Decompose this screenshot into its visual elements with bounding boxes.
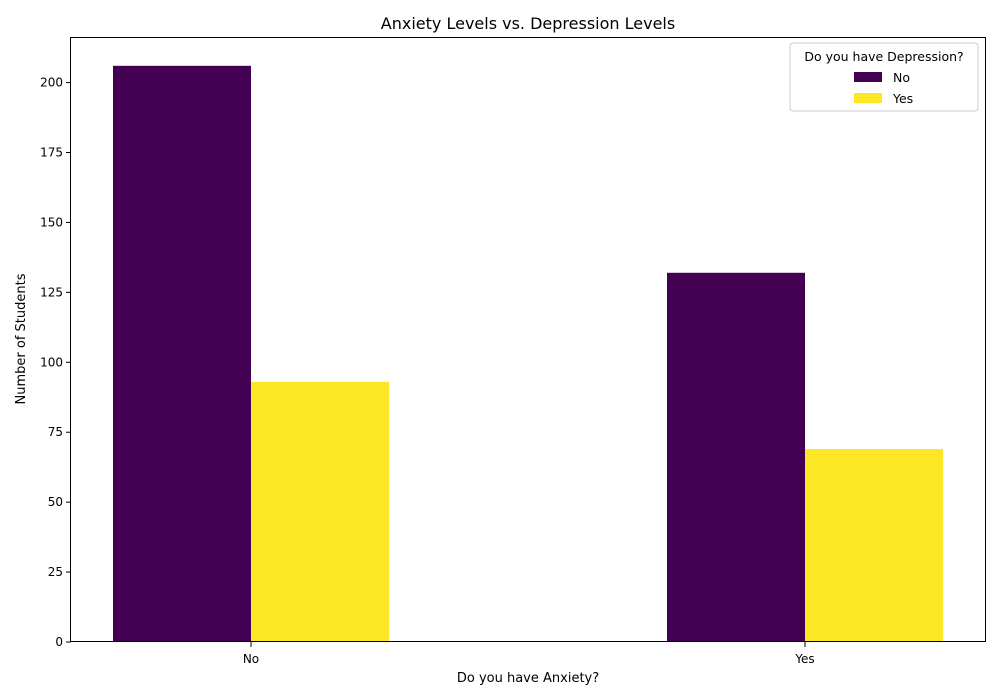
y-tick-label: 125 xyxy=(40,285,63,299)
chart-title: Anxiety Levels vs. Depression Levels xyxy=(381,14,675,33)
legend-swatch-yes xyxy=(854,93,882,103)
legend-label-yes: Yes xyxy=(892,91,913,106)
legend-label-no: No xyxy=(893,70,910,85)
x-axis: No Yes xyxy=(243,642,815,666)
x-tick-label: No xyxy=(243,652,259,666)
y-tick-label: 0 xyxy=(55,635,63,649)
plot-frame xyxy=(70,37,986,642)
bar-no-no xyxy=(113,65,251,643)
legend-title: Do you have Depression? xyxy=(804,49,963,64)
legend-items: No Yes xyxy=(854,70,913,106)
x-tick-label: Yes xyxy=(794,652,814,666)
legend-box xyxy=(789,42,979,112)
bars-group xyxy=(113,65,943,643)
y-axis-label: Number of Students xyxy=(14,273,29,404)
x-axis-label: Do you have Anxiety? xyxy=(457,671,599,686)
bar-yes-yes xyxy=(805,449,943,642)
y-tick-label: 100 xyxy=(40,355,63,369)
y-tick-label: 200 xyxy=(40,76,63,90)
legend-swatch-no xyxy=(854,72,882,82)
y-tick-label: 50 xyxy=(48,495,63,509)
bar-yes-no xyxy=(667,272,805,642)
y-tick-label: 175 xyxy=(40,146,63,160)
y-tick-label: 25 xyxy=(48,565,63,579)
legend: Do you have Depression? No Yes xyxy=(789,42,979,112)
y-tick-label: 75 xyxy=(48,425,63,439)
y-tick-label: 150 xyxy=(40,215,63,229)
y-axis: 0 25 50 75 100 125 150 175 200 xyxy=(40,76,71,649)
bar-no-yes xyxy=(251,381,389,642)
